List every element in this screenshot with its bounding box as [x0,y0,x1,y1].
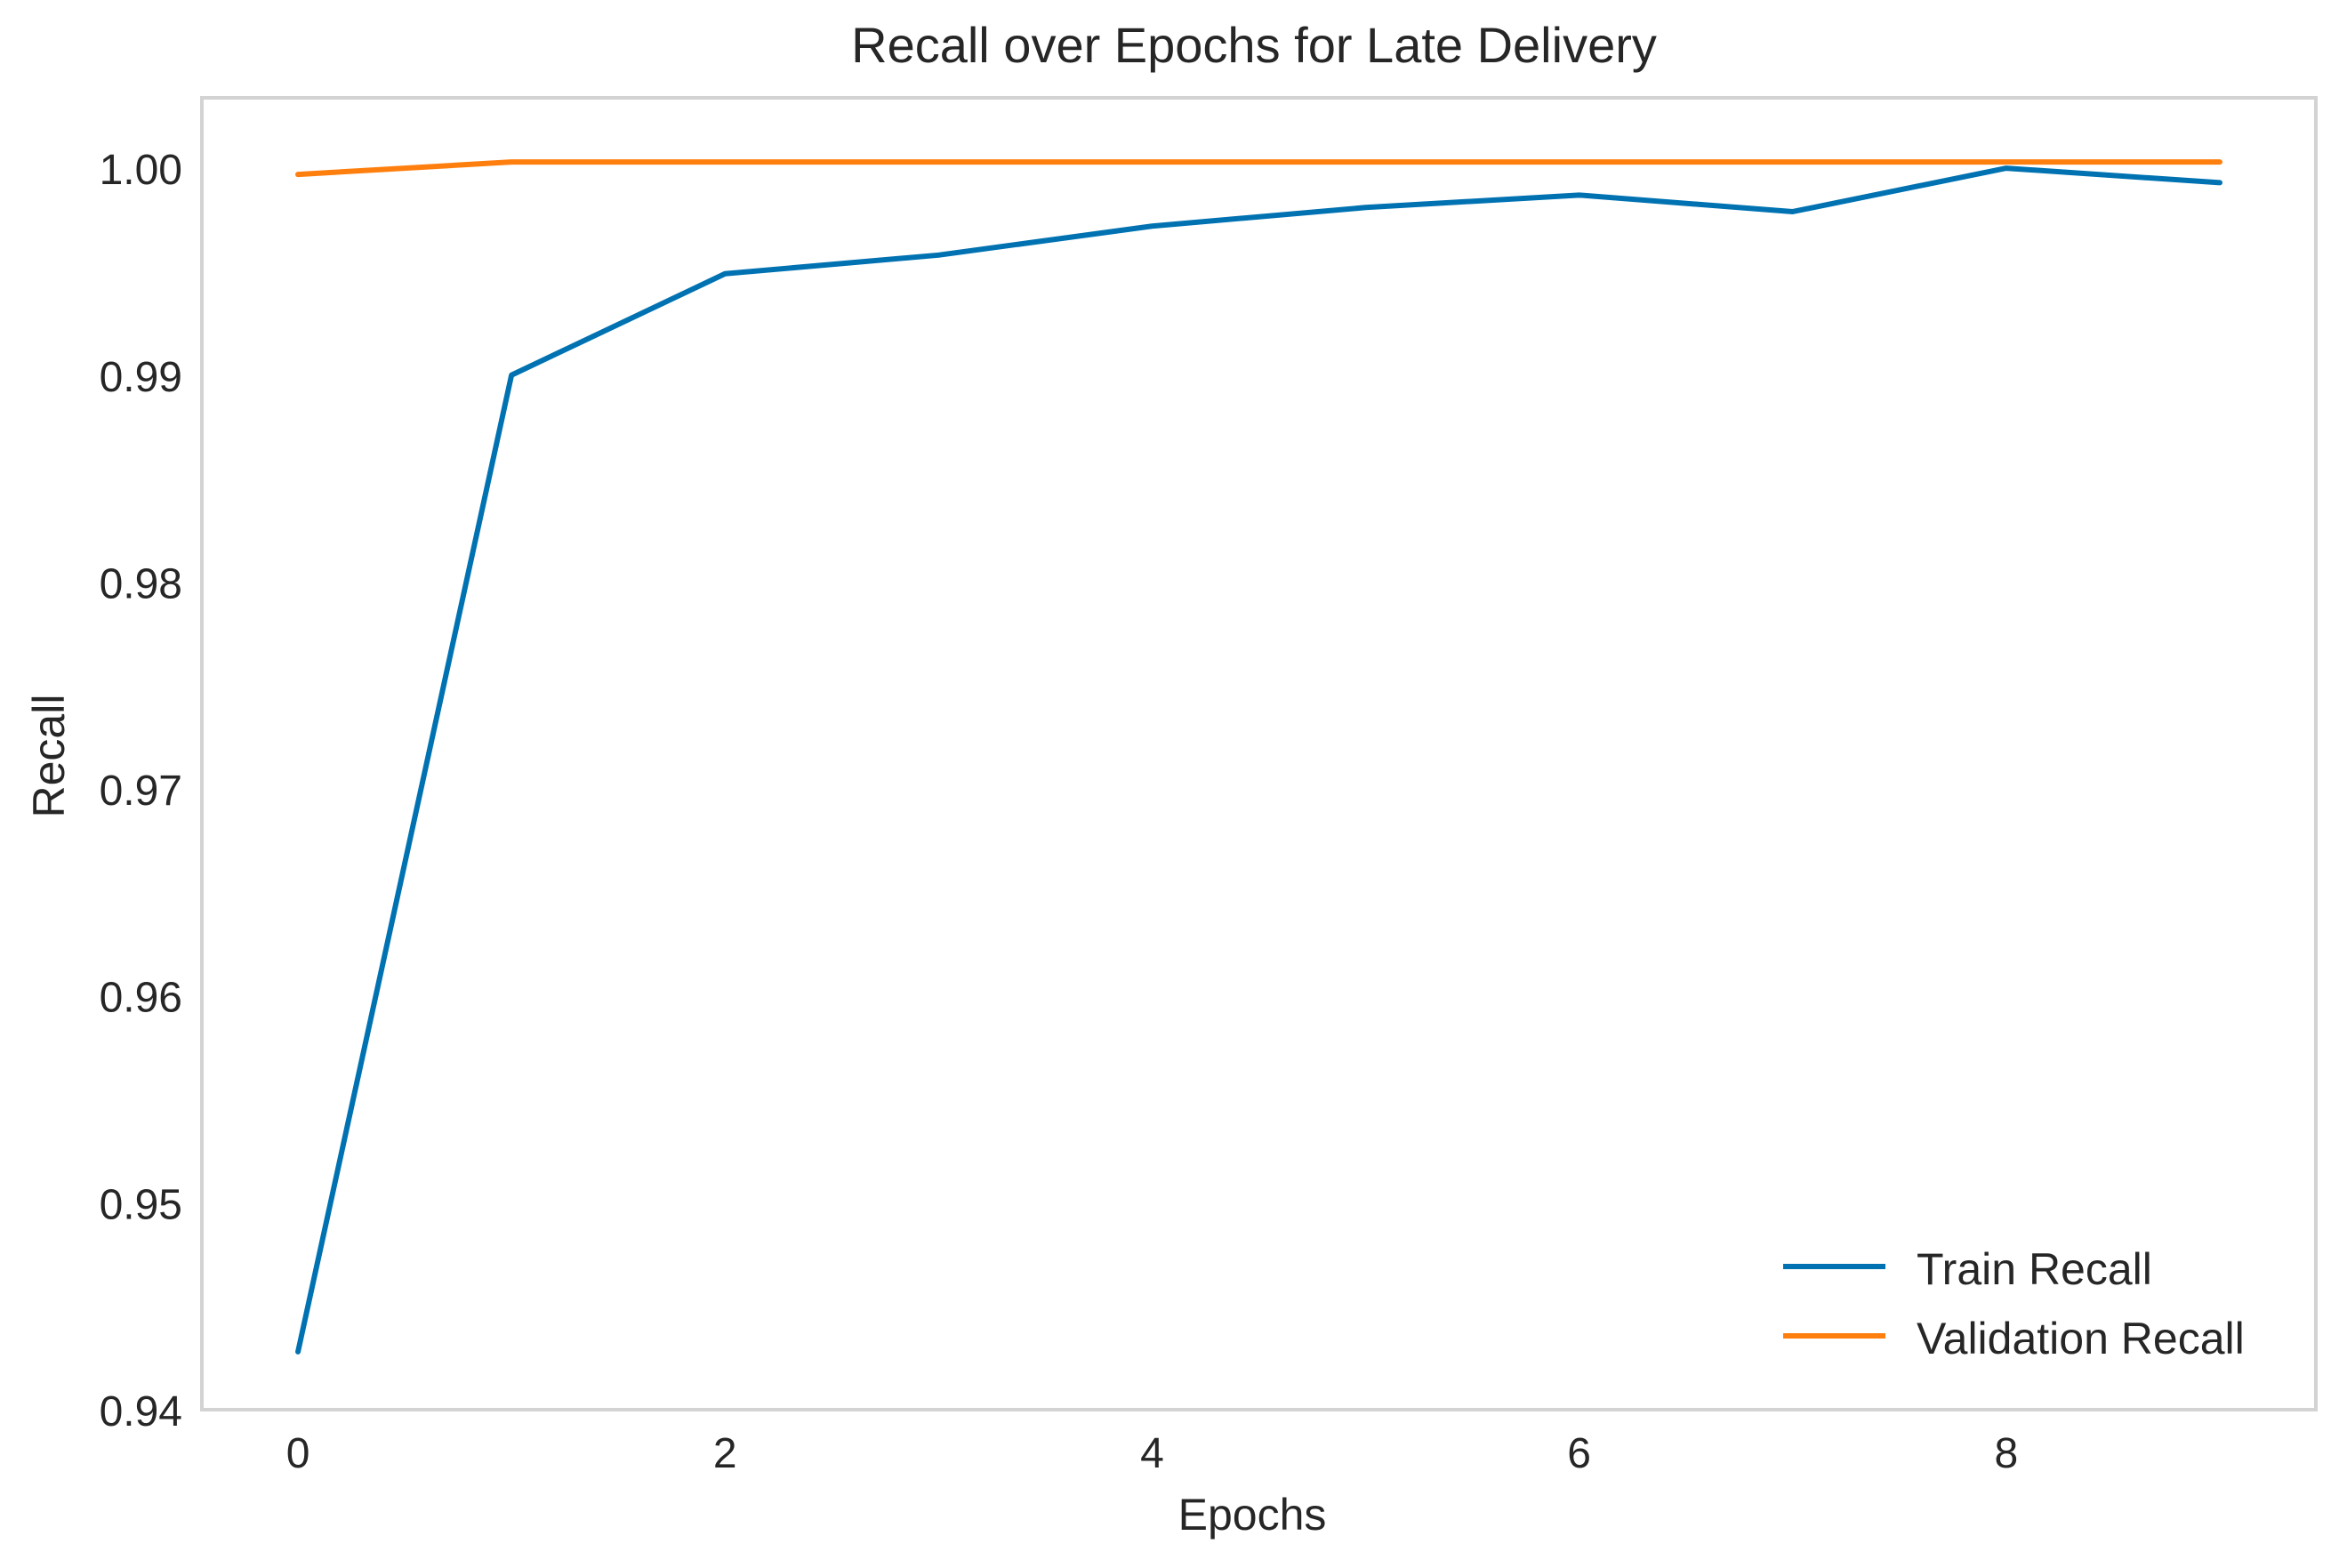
y-axis-label: Recall [24,695,74,818]
x-tick-label: 2 [713,1430,737,1477]
series-line-validation-recall [295,159,2222,178]
x-tick-label: 8 [1995,1430,2019,1477]
x-tick-label: 6 [1567,1430,1591,1477]
y-tick-label: 1.00 [100,147,182,194]
legend-label-train-recall: Train Recall [1917,1244,2152,1294]
legend: Train Recall Validation Recall [1783,1244,2245,1363]
x-axis-label: Epochs [1178,1490,1327,1540]
y-axis-ticks: 0.94 0.95 0.96 0.97 0.98 0.99 1.00 [100,147,182,1435]
x-tick-label: 4 [1140,1430,1164,1477]
x-axis-ticks: 0 2 4 6 8 [286,1430,2019,1477]
y-tick-label: 0.95 [100,1181,182,1228]
y-tick-label: 0.96 [100,975,182,1022]
x-tick-label: 0 [286,1430,310,1477]
y-tick-label: 0.97 [100,768,182,815]
legend-label-validation-recall: Validation Recall [1917,1314,2245,1363]
y-tick-label: 0.98 [100,560,182,607]
plot-area [200,96,2318,1411]
series-line-train-recall [295,165,2222,1355]
chart-title: Recall over Epochs for Late Delivery [851,17,1657,73]
y-tick-label: 0.94 [100,1388,182,1435]
y-tick-label: 0.99 [100,354,182,401]
series-lines [295,159,2222,1355]
